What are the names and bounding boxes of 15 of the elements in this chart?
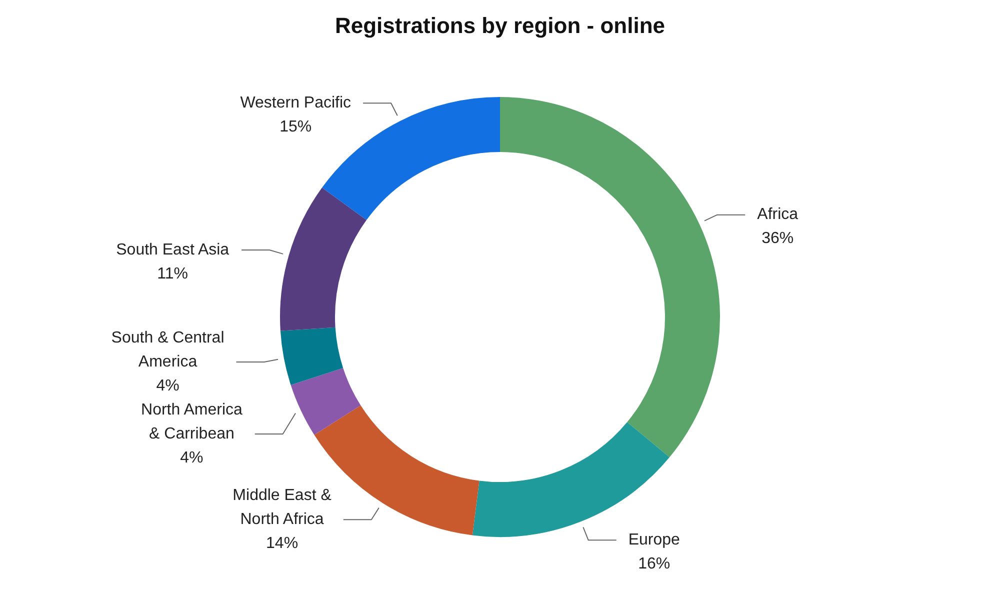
data-label: 36% xyxy=(762,230,794,248)
data-label: 4% xyxy=(180,449,204,466)
data-label: 11% xyxy=(157,265,188,282)
slice-label: South & Central America xyxy=(111,329,224,370)
data-label: 4% xyxy=(156,377,180,394)
slice-label: North America & Carribean xyxy=(141,401,242,442)
slice-label: Africa xyxy=(757,206,798,224)
data-label: 16% xyxy=(638,556,670,573)
slice-label: Europe xyxy=(628,532,680,549)
data-label: 15% xyxy=(280,118,312,136)
slice-label: Western Pacific xyxy=(240,94,352,112)
data-label: 14% xyxy=(266,535,298,552)
chart-title: Registrations by region - online xyxy=(334,12,666,40)
slice-label: South East Asia xyxy=(116,241,230,258)
slice-label: Middle East & North Africa xyxy=(232,487,332,528)
